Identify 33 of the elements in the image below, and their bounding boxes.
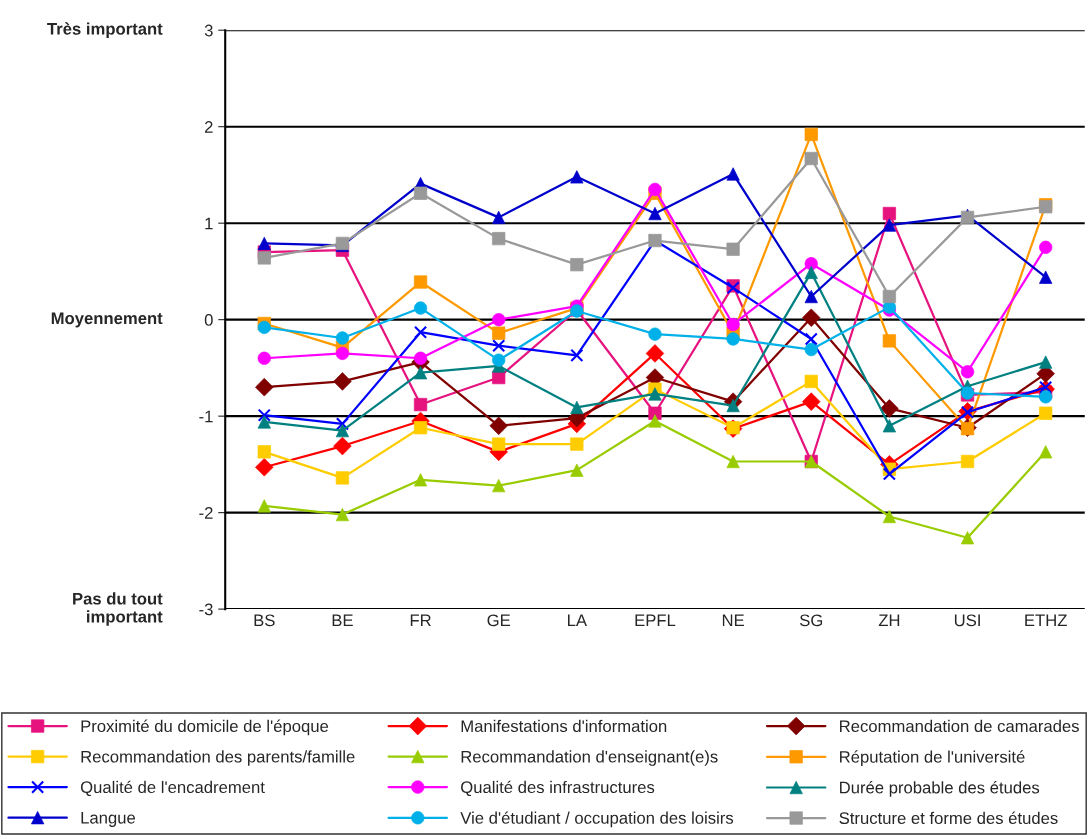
legend-label: Structure et forme des études <box>839 811 1058 825</box>
legend-label: Réputation de l'université <box>840 750 1025 767</box>
x-tick-label: LA <box>568 614 587 627</box>
y-tick-label: 2 <box>204 121 213 133</box>
x-tick-label: EPFL <box>635 614 676 627</box>
x-tick-label: NE <box>722 614 744 627</box>
text: Moyennement <box>51 312 163 328</box>
legend-label: Qualité de l'encadrement <box>80 780 265 797</box>
x-tick-label: USI <box>954 614 980 627</box>
legend-label: Proximité du domicile de l'époque <box>81 719 329 736</box>
y-tick-label: 1 <box>205 217 213 230</box>
text: Pas du tout important <box>73 592 163 626</box>
y-tick-label: 3 <box>204 24 213 37</box>
x-tick-label: BE <box>332 614 353 627</box>
y-tick-label: -2 <box>199 507 213 519</box>
legend-label: Qualité des infrastructures <box>461 780 655 797</box>
legend-label: Vie d'étudiant / occupation des loisirs <box>460 811 734 828</box>
y-tick-label: -3 <box>199 603 213 616</box>
x-tick-label: FR <box>410 614 431 627</box>
x-tick-label: GE <box>487 614 511 627</box>
x-tick-label: SG <box>799 614 823 627</box>
y-tick-label: -1 <box>199 410 213 423</box>
y-tick-label: 0 <box>204 314 213 326</box>
x-tick-label: ZH <box>878 614 900 627</box>
legend-label: Manifestations d'information <box>461 719 667 733</box>
legend-label: Recommandation des parents/famille <box>81 750 355 766</box>
legend-label: Langue <box>81 812 136 827</box>
text: Très important <box>47 22 163 39</box>
x-tick-label: BS <box>254 614 275 627</box>
legend-label: Recommandation d'enseignant(e)s <box>461 750 718 766</box>
x-tick-label: ETHZ <box>1025 614 1067 627</box>
legend-label: Recommandation de camarades <box>840 719 1079 733</box>
legend-label: Durée probable des études <box>840 781 1040 797</box>
